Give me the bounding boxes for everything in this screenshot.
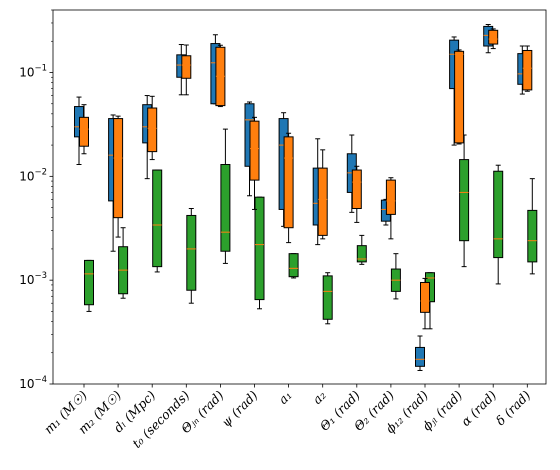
box-series3-cat-0	[84, 259, 94, 312]
y-tick-label: 10−3	[19, 271, 47, 287]
box-series2-cat-7	[317, 149, 328, 240]
x-tick-label: ψ (rad)	[218, 387, 260, 429]
box-series3-cat-13	[527, 178, 538, 275]
box-series2-cat-4	[215, 44, 226, 108]
box-iqr	[454, 50, 465, 144]
x-tick-label: a₁	[275, 388, 294, 407]
x-tick-label: α (rad)	[458, 387, 500, 429]
x-tick-label: a₂	[309, 388, 328, 407]
box-iqr	[488, 29, 499, 45]
box-iqr	[288, 253, 299, 278]
box-series3-cat-2	[152, 169, 163, 273]
box-series3-cat-11	[459, 134, 470, 268]
box-series2-cat-3	[181, 44, 192, 96]
y-tick-label: 10−2	[19, 167, 47, 183]
box-iqr	[317, 167, 328, 236]
box-iqr	[254, 196, 265, 301]
plot-area	[74, 24, 538, 371]
box-series2-cat-12	[488, 28, 499, 50]
box-iqr	[113, 118, 124, 219]
box-iqr	[420, 281, 430, 313]
box-series3-cat-8	[356, 234, 367, 265]
box-series2-cat-5	[249, 116, 260, 210]
box-iqr	[84, 259, 94, 306]
box-series3-cat-7	[322, 272, 333, 325]
box-iqr	[249, 120, 260, 181]
box-series3-cat-4	[220, 128, 231, 264]
box-series3-cat-12	[493, 164, 504, 285]
x-axis: m₁ (M☉)m₂ (M☉)dₗ (Mpc)t₀ (seconds)Θⱼₙ (r…	[41, 384, 534, 451]
y-axis: 10−4 10−3 10−2 10−1	[19, 9, 53, 391]
box-series1-cat-10	[415, 335, 425, 371]
box-series2-cat-11	[454, 49, 465, 145]
x-tick-label: δ (rad)	[493, 387, 534, 428]
box-iqr	[79, 116, 89, 147]
box-iqr	[152, 169, 163, 268]
box-iqr	[527, 209, 538, 263]
box-iqr	[283, 136, 294, 229]
box-iqr	[147, 107, 158, 153]
box-series2-cat-8	[351, 165, 362, 223]
box-series3-cat-1	[118, 227, 129, 299]
box-iqr	[181, 55, 192, 79]
box-series3-cat-6	[288, 253, 299, 279]
y-tick-label: 10−1	[19, 64, 47, 80]
box-iqr	[415, 346, 425, 367]
box-series2-cat-13	[522, 45, 533, 92]
box-series3-cat-3	[186, 208, 197, 304]
box-series2-cat-2	[147, 95, 158, 161]
box-iqr	[493, 170, 504, 259]
box-iqr	[356, 245, 367, 263]
box-series3-cat-5	[254, 196, 265, 310]
box-iqr	[522, 49, 533, 91]
box-iqr	[385, 179, 396, 215]
box-iqr	[351, 169, 362, 210]
y-tick-label: 10−4	[19, 375, 47, 391]
box-series2-cat-10	[420, 277, 430, 330]
box-iqr	[220, 164, 231, 252]
box-iqr	[459, 159, 470, 242]
box-iqr	[186, 214, 197, 291]
box-series2-cat-6	[283, 132, 294, 244]
box-iqr	[322, 275, 333, 320]
box-series3-cat-9	[390, 253, 401, 300]
box-series2-cat-1	[113, 115, 124, 238]
box-series2-cat-9	[385, 177, 396, 240]
box-series2-cat-0	[79, 104, 89, 155]
axes-frame	[52, 9, 547, 385]
